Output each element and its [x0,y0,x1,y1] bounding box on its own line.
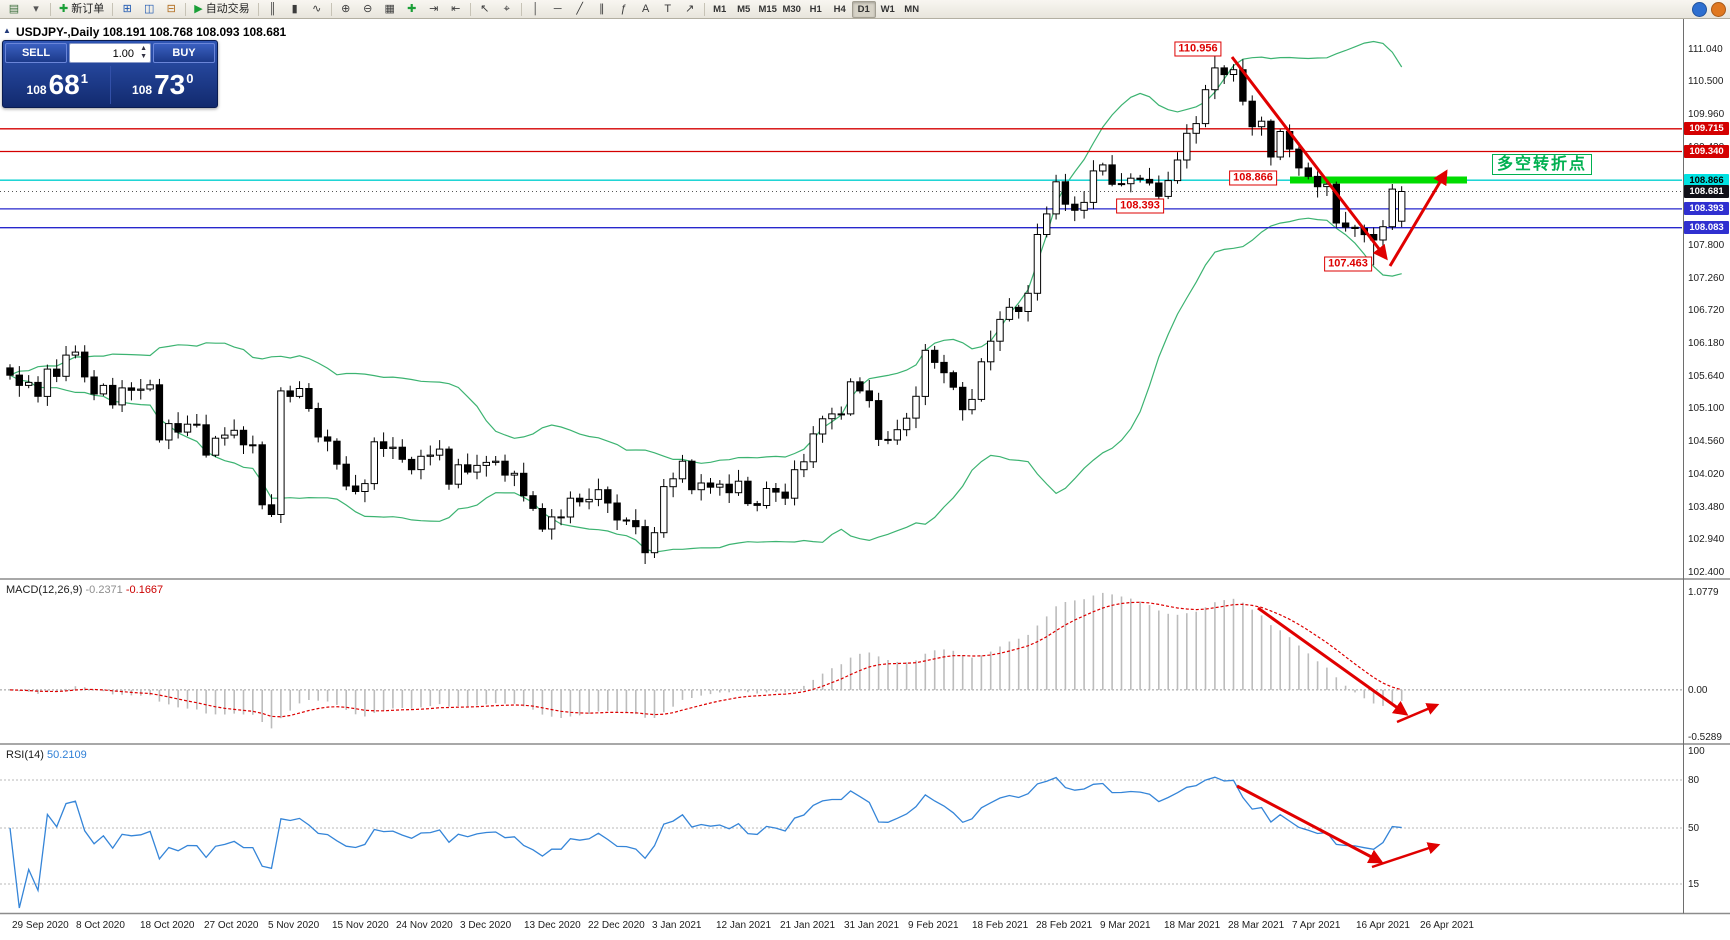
line-chart-icon: ∿ [312,3,322,15]
crosshair-icon: ⌖ [503,3,510,15]
zoom-in-icon[interactable]: ⊕ [335,0,357,18]
buy-button[interactable]: BUY [153,43,215,63]
auto-scroll-icon: ⇥ [429,3,439,15]
horizontal-line-icon[interactable]: ─ [547,0,569,18]
navigator-icon[interactable]: ⊟ [160,0,182,18]
channel-icon[interactable]: ∥ [591,0,613,18]
chart-profiles-icon[interactable]: ▾ [25,0,47,18]
alerts-icon[interactable] [1711,2,1726,17]
rsi-header: RSI(14) 50.2109 [6,749,87,761]
text-icon: A [642,3,650,15]
horizontal-line-icon: ─ [553,3,562,15]
chart-profiles-icon: ▾ [33,3,39,15]
toolbar-right-icons [1692,2,1726,17]
timeframe-m15[interactable]: M15 [758,3,777,15]
auto-scroll-icon[interactable]: ⇥ [423,0,445,18]
autotrading-button-label: 自动交易 [205,3,250,15]
crosshair-icon[interactable]: ⌖ [496,0,518,18]
price-axis[interactable] [1684,18,1730,913]
timeframe-h1[interactable]: H1 [809,3,822,15]
data-window-icon[interactable]: ◫ [138,0,160,18]
sell-price[interactable]: 108 68 1 [26,69,88,100]
arrows-tool-icon: ↗ [685,3,695,15]
cursor-icon[interactable]: ↖ [474,0,496,18]
timeframe-m30[interactable]: M30 [782,3,801,15]
trendline-icon: ╱ [576,3,583,15]
zoom-out-icon[interactable]: ⊖ [357,0,379,18]
buy-price[interactable]: 108 73 0 [132,69,194,100]
new-chart-icon[interactable]: ▤ [3,0,25,18]
market-watch-icon: ⊞ [122,3,132,15]
volume-input[interactable] [70,45,150,63]
toolbar-separator [330,2,332,16]
timeframe-m1[interactable]: M1 [713,3,727,15]
arrows-tool-icon[interactable]: ↗ [679,0,701,18]
toolbar-separator [185,2,187,16]
toolbar: ▤ ▾ ✚ 新订单 ⊞ ◫ ⊟ ▶ 自动交易 ║ ▮ ∿ ⊕ ⊖ ▦ ✚ ⇥ ⇤ ↖ ⌖ │ ─ ╱ ∥ ƒ A T ↗ M1 M5 M15… [0,0,1730,19]
candlestick-chart-icon: ▮ [291,3,298,15]
navigator-icon: ⊟ [166,3,176,15]
toolbar-separator [257,2,259,16]
macd-header: MACD(12,26,9) -0.2371 -0.1667 [6,584,164,596]
channel-icon: ∥ [598,3,605,15]
trendline-icon[interactable]: ╱ [569,0,591,18]
new-order-button-label: 新订单 [71,3,105,15]
timeframe-h4[interactable]: H4 [833,3,846,15]
text-label-icon: T [664,3,672,15]
time-axis[interactable] [0,914,1682,940]
fibonacci-icon[interactable]: ƒ [613,0,635,18]
vertical-line-icon: │ [532,3,540,15]
toolbar-separator [50,2,51,16]
chart-shift-icon[interactable]: ⇤ [445,0,467,18]
volume-down-button[interactable]: ▼ [140,53,147,60]
autotrading-button: ▶ [194,3,203,15]
timeframe-m5[interactable]: M5 [737,3,751,15]
fibonacci-icon: ƒ [620,3,627,15]
vertical-line-icon[interactable]: │ [525,0,547,18]
text-label-icon[interactable]: T [657,0,679,18]
volume-field: ▲ ▼ [69,43,151,63]
data-window-icon: ◫ [144,3,155,15]
toolbar-separator [112,2,114,16]
tile-windows-icon: ▦ [384,3,395,15]
volume-up-button[interactable]: ▲ [140,45,147,52]
chart-shift-icon: ⇤ [451,3,461,15]
new-order-button: ✚ [59,3,69,15]
community-icon[interactable] [1692,2,1707,17]
tile-windows-icon[interactable]: ▦ [379,0,401,18]
toolbar-separator [469,2,471,16]
price-divider [109,66,111,104]
bar-chart-icon[interactable]: ║ [262,0,284,18]
oneclick-toggle[interactable]: ▲ [3,26,11,35]
timeframe-d1[interactable]: D1 [851,0,876,18]
toolbar-separator [520,2,522,16]
one-click-trading-panel: SELL ▲ ▼ BUY 108 68 1 108 73 0 [2,40,218,108]
zoom-in-icon: ⊕ [341,3,351,15]
timeframe-mn[interactable]: MN [904,3,920,15]
chart-title: USDJPY-,Daily 108.191 108.768 108.093 10… [16,25,287,39]
new-order-button[interactable]: ✚ 新订单 [54,0,109,18]
line-chart-icon[interactable]: ∿ [306,0,328,18]
indicators-icon[interactable]: ✚ [401,0,423,18]
zoom-out-icon: ⊖ [363,3,373,15]
indicators-icon: ✚ [407,3,417,15]
text-icon[interactable]: A [635,0,657,18]
sell-button[interactable]: SELL [5,43,67,63]
timeframe-w1[interactable]: W1 [880,3,895,15]
cursor-icon: ↖ [480,3,490,15]
new-chart-icon: ▤ [8,3,20,15]
autotrading-button[interactable]: ▶ 自动交易 [189,0,254,18]
market-watch-icon[interactable]: ⊞ [116,0,138,18]
toolbar-separator [703,2,705,16]
candlestick-chart-icon[interactable]: ▮ [284,0,306,18]
bar-chart-icon: ║ [268,3,277,15]
